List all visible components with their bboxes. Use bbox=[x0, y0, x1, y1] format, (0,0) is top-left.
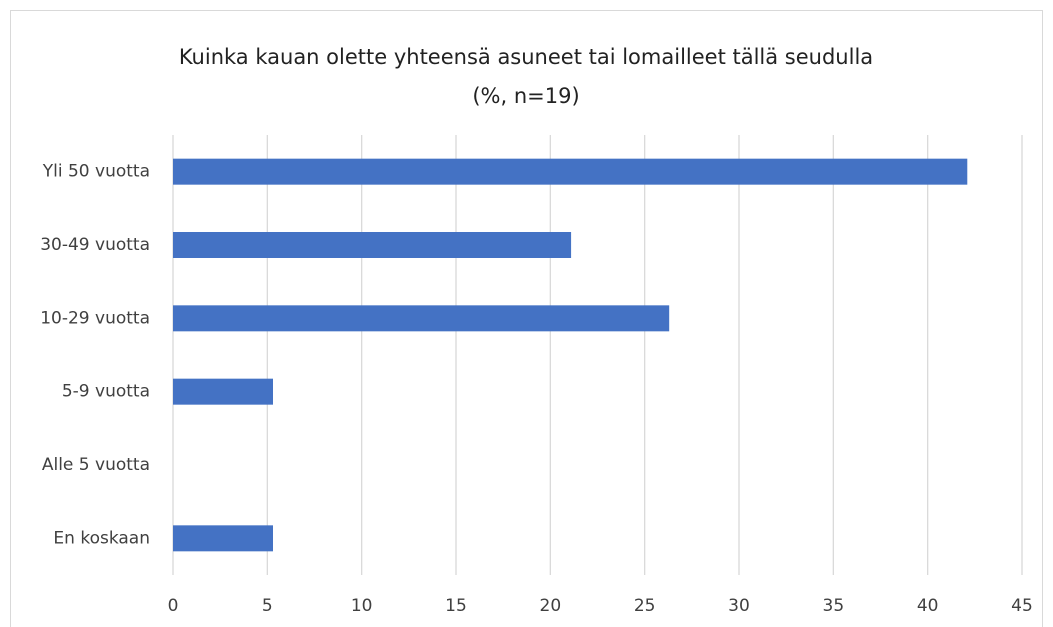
bar bbox=[173, 378, 273, 405]
bar bbox=[173, 232, 572, 258]
x-tick-label: 40 bbox=[917, 596, 939, 616]
x-tick-label: 25 bbox=[634, 596, 656, 616]
x-tick-label: 5 bbox=[262, 596, 273, 616]
x-tick-label: 10 bbox=[351, 596, 373, 616]
y-tick-label: 10-29 vuotta bbox=[40, 308, 150, 328]
y-tick-label: En koskaan bbox=[53, 528, 150, 548]
x-tick-label: 45 bbox=[1011, 596, 1033, 616]
bar bbox=[173, 158, 968, 185]
x-tick-label: 0 bbox=[168, 596, 179, 616]
y-tick-label: Alle 5 vuotta bbox=[42, 455, 150, 475]
x-tick-label: 35 bbox=[823, 596, 845, 616]
bar bbox=[173, 525, 273, 552]
chart-subtitle: (%, n=19) bbox=[472, 84, 579, 108]
chart-title: Kuinka kauan olette yhteensä asuneet tai… bbox=[179, 45, 873, 69]
y-tick-label: 5-9 vuotta bbox=[62, 382, 150, 402]
bar bbox=[173, 305, 670, 332]
x-tick-label: 30 bbox=[728, 596, 750, 616]
y-tick-label: Yli 50 vuotta bbox=[42, 162, 150, 182]
y-tick-label: 30-49 vuotta bbox=[40, 235, 150, 255]
x-tick-label: 20 bbox=[540, 596, 562, 616]
x-tick-label: 15 bbox=[445, 596, 467, 616]
